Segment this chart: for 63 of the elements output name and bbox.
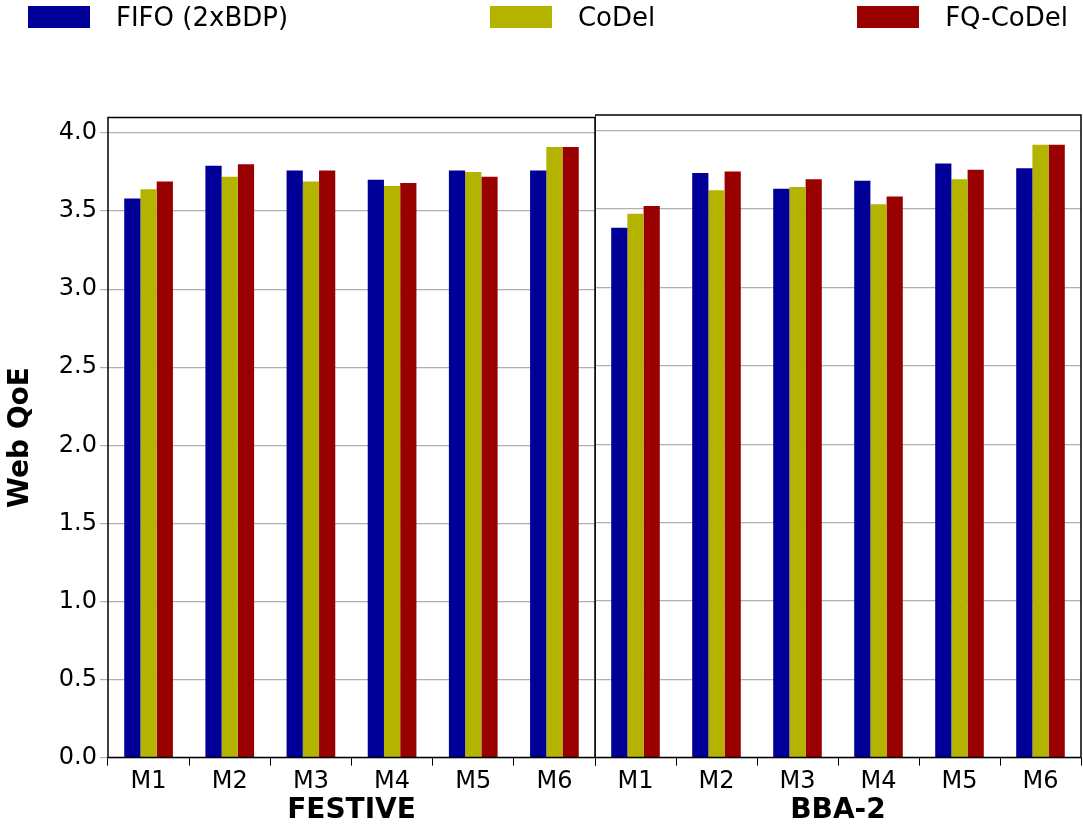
bar: [724, 171, 741, 757]
bar: [854, 180, 871, 757]
bar: [773, 188, 790, 757]
bar: [805, 179, 822, 757]
bar: [156, 181, 173, 757]
x-axis-title: BBA-2: [790, 792, 886, 826]
bar: [611, 227, 628, 757]
x-tick-label: M5: [455, 766, 492, 795]
bar: [124, 198, 141, 757]
x-tick-label: M4: [374, 766, 411, 795]
x-tick-label: M2: [698, 766, 735, 795]
legend-label: FQ-CoDel: [945, 2, 1068, 32]
bar: [789, 187, 806, 757]
bar: [627, 213, 644, 757]
legend-label: CoDel: [577, 2, 656, 32]
y-tick-label: 3.0: [58, 273, 97, 302]
bar: [465, 172, 482, 757]
y-tick-label: 2.0: [58, 429, 97, 458]
bar: [870, 204, 887, 757]
bar: [481, 176, 498, 757]
bar: [708, 190, 725, 757]
bar: [1032, 144, 1049, 757]
bar: [221, 176, 238, 757]
legend-label: FIFO (2xBDP): [116, 2, 289, 32]
bar: [886, 196, 903, 757]
x-tick-label: M1: [617, 766, 654, 795]
x-tick-label: M1: [130, 766, 167, 795]
y-tick-label: 1.0: [58, 585, 97, 614]
bar: [400, 182, 417, 757]
bar: [692, 172, 709, 757]
bar: [319, 170, 336, 757]
bar: [1048, 144, 1065, 757]
x-tick-label: M6: [1022, 766, 1059, 795]
x-tick-label: M3: [292, 766, 329, 795]
y-tick-label: 3.5: [58, 195, 97, 224]
bar: [448, 170, 466, 757]
x-tick-label: M4: [860, 766, 897, 795]
bar: [286, 170, 303, 757]
x-axis-title: FESTIVE: [287, 792, 416, 826]
bar: [562, 147, 579, 757]
y-tick-label: 1.5: [58, 507, 97, 536]
x-tick-label: M3: [779, 766, 816, 795]
x-tick-label: M5: [941, 766, 978, 795]
y-tick-label: 0.0: [58, 741, 97, 770]
bar: [367, 179, 384, 757]
y-axis-title: Web QoE: [2, 367, 36, 508]
bar: [530, 170, 547, 757]
x-tick-label: M6: [536, 766, 573, 795]
y-tick-label: 0.5: [58, 663, 97, 692]
bar: [967, 169, 984, 757]
x-tick-label: M2: [211, 766, 248, 795]
bar: [951, 179, 968, 757]
bar: [383, 186, 401, 757]
bar: [205, 165, 222, 757]
bar: [546, 147, 563, 757]
bar: [643, 205, 660, 757]
bar: [302, 181, 320, 757]
y-tick-label: 4.0: [58, 117, 97, 146]
y-tick-label: 2.5: [58, 351, 97, 380]
bar: [1016, 168, 1033, 757]
bar: [140, 189, 157, 757]
bar: [237, 164, 255, 757]
bar: [935, 163, 952, 757]
